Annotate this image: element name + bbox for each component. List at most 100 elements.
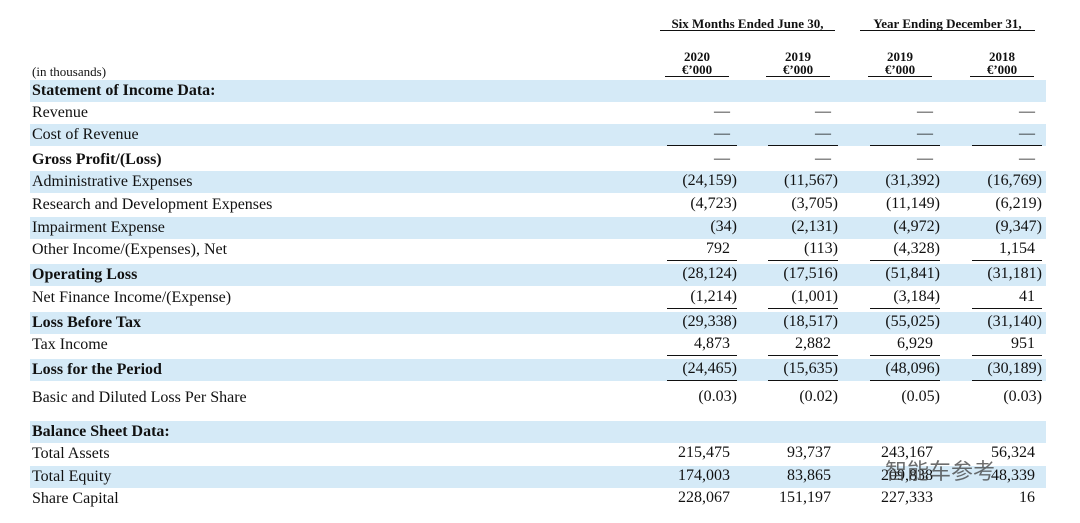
row-label: Impairment Expense — [32, 219, 165, 236]
row-band — [30, 171, 1046, 193]
cell-value: (2,131) — [791, 218, 838, 235]
cell-value: (11,149) — [885, 195, 940, 212]
row-label: Statement of Income Data: — [32, 82, 216, 99]
cell-value: (29,338) — [682, 313, 737, 330]
row-band — [30, 80, 1046, 102]
cell-value: (24,465) — [667, 358, 737, 381]
cell-value: — — [917, 150, 933, 167]
cell-value: — — [972, 123, 1042, 146]
cell-value: 951 — [972, 333, 1042, 356]
row-label: Basic and Diluted Loss Per Share — [32, 389, 247, 406]
row-band — [30, 217, 1046, 239]
watermark: 智能车参考 — [885, 460, 996, 485]
cell-value: (4,328) — [870, 238, 940, 261]
cell-value: (24,159) — [682, 172, 737, 189]
row-label: Gross Profit/(Loss) — [32, 151, 162, 168]
cell-value: (31,140) — [987, 313, 1042, 330]
cell-value: 243,167 — [881, 444, 933, 461]
cell-value: 83,865 — [787, 467, 831, 484]
cell-value: — — [714, 103, 730, 120]
row-label: Revenue — [32, 104, 88, 121]
column-year: 2019 — [785, 49, 811, 64]
cell-value: (48,096) — [870, 358, 940, 381]
cell-value: (0.05) — [901, 388, 940, 405]
cell-value: (17,516) — [783, 265, 838, 282]
cell-value: 227,333 — [881, 489, 933, 506]
cell-value: 6,929 — [870, 333, 940, 356]
row-label: Share Capital — [32, 490, 119, 507]
row-band — [30, 264, 1046, 286]
row-label: Operating Loss — [32, 266, 138, 283]
cell-value: (1,001) — [768, 286, 838, 309]
cell-value: 4,873 — [667, 333, 737, 356]
row-label: Net Finance Income/(Expense) — [32, 289, 232, 306]
cell-value: 41 — [972, 286, 1042, 309]
cell-value: (18,517) — [783, 313, 838, 330]
cell-value: 16 — [1019, 489, 1035, 506]
row-band — [30, 359, 1046, 381]
cell-value: (0.03) — [698, 388, 737, 405]
cell-value: (28,124) — [682, 265, 737, 282]
cell-value: (30,189) — [972, 358, 1042, 381]
cell-value: (55,025) — [885, 313, 940, 330]
cell-value: (6,219) — [995, 195, 1042, 212]
column-unit: €’000 — [665, 63, 729, 77]
column-group-header: Year Ending December 31, — [860, 17, 1035, 31]
cell-value: (113) — [768, 238, 838, 261]
row-label: Research and Development Expenses — [32, 196, 273, 213]
cell-value: (0.02) — [799, 388, 838, 405]
cell-value: (16,769) — [987, 172, 1042, 189]
cell-value: 174,003 — [678, 467, 730, 484]
column-group-header: Six Months Ended June 30, — [660, 17, 835, 31]
cell-value: (3,184) — [870, 286, 940, 309]
cell-value: 151,197 — [779, 489, 831, 506]
cell-value: — — [714, 150, 730, 167]
cell-value: (34) — [710, 218, 737, 235]
row-band — [30, 421, 1046, 443]
cell-value: (9,347) — [995, 218, 1042, 235]
cell-value: — — [1019, 150, 1035, 167]
cell-value: 209,838 — [881, 467, 933, 484]
column-unit: €’000 — [766, 63, 830, 77]
cell-value: 215,475 — [678, 444, 730, 461]
row-label: Other Income/(Expenses), Net — [32, 241, 228, 258]
column-unit: €’000 — [868, 63, 932, 77]
cell-value: (3,705) — [791, 195, 838, 212]
column-year: 2020 — [684, 49, 710, 64]
cell-value: — — [870, 123, 940, 146]
cell-value: (4,723) — [690, 195, 737, 212]
row-label: Administrative Expenses — [32, 173, 193, 190]
row-label: Balance Sheet Data: — [32, 423, 170, 440]
cell-value: — — [815, 103, 831, 120]
cell-value: — — [768, 123, 838, 146]
row-label: Cost of Revenue — [32, 126, 139, 143]
cell-value: — — [917, 103, 933, 120]
cell-value: (11,567) — [783, 172, 838, 189]
cell-value: — — [1019, 103, 1035, 120]
cell-value: 2,882 — [768, 333, 838, 356]
cell-value: 228,067 — [678, 489, 730, 506]
column-year: 2018 — [989, 49, 1015, 64]
cell-value: — — [667, 123, 737, 146]
row-band — [30, 124, 1046, 146]
cell-value: — — [815, 150, 831, 167]
column-unit: €’000 — [970, 63, 1034, 77]
cell-value: 56,324 — [991, 444, 1035, 461]
row-label: Loss Before Tax — [32, 314, 142, 331]
cell-value: 1,154 — [972, 238, 1042, 261]
row-label: Total Equity — [32, 468, 112, 485]
column-year: 2019 — [887, 49, 913, 64]
cell-value: 48,339 — [991, 467, 1035, 484]
row-label: Loss for the Period — [32, 361, 162, 378]
cell-value: (15,635) — [768, 358, 838, 381]
cell-value: 792 — [667, 238, 737, 261]
cell-value: (4,972) — [893, 218, 940, 235]
cell-value: (1,214) — [667, 286, 737, 309]
row-label: Tax Income — [32, 336, 108, 353]
row-band — [30, 312, 1046, 334]
cell-value: (31,392) — [885, 172, 940, 189]
units-note: (in thousands) — [32, 64, 107, 79]
row-label: Total Assets — [32, 445, 110, 462]
cell-value: (0.03) — [1003, 388, 1042, 405]
